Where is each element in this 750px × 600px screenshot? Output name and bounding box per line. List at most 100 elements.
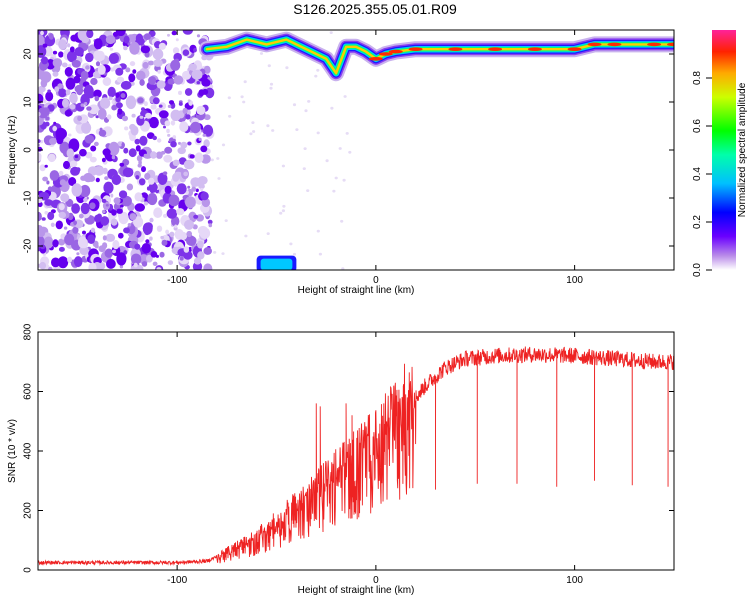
noise-blob	[119, 162, 125, 167]
noise-blob	[48, 266, 53, 270]
noise-blob	[158, 42, 166, 50]
noise-blob	[159, 251, 165, 258]
noise-blob	[89, 202, 96, 210]
noise-blob	[137, 97, 144, 104]
noise-blob	[52, 125, 57, 132]
noise-blob	[179, 121, 189, 133]
noise-speck	[292, 103, 297, 107]
noise-blob	[86, 30, 94, 39]
noise-blob	[98, 129, 107, 137]
noise-blob	[41, 217, 46, 221]
noise-blob	[102, 77, 112, 86]
noise-blob	[95, 61, 101, 67]
noise-blob	[105, 43, 109, 46]
noise-blob	[69, 160, 78, 168]
noise-speck	[329, 31, 333, 34]
noise-blob	[41, 56, 49, 65]
noise-blob	[105, 233, 116, 242]
noise-blob	[94, 214, 102, 223]
noise-blob	[104, 176, 109, 181]
noise-blob	[188, 211, 197, 223]
noise-blob	[65, 77, 76, 90]
noise-blob	[110, 218, 118, 226]
noise-blob	[52, 50, 58, 55]
noise-blob	[69, 92, 78, 104]
noise-blob	[117, 108, 123, 115]
noise-blob	[141, 261, 148, 267]
noise-blob	[152, 48, 164, 60]
noise-speck	[249, 132, 253, 136]
noise-blob	[118, 232, 124, 239]
noise-blob	[177, 147, 186, 155]
noise-blob	[141, 243, 151, 254]
noise-blob	[138, 160, 142, 165]
noise-blob	[123, 35, 130, 44]
noise-blob	[82, 230, 86, 235]
noise-blob	[85, 151, 93, 159]
noise-blob	[139, 115, 144, 119]
noise-blob	[90, 227, 96, 233]
noise-blob	[189, 154, 195, 159]
noise-blob	[163, 154, 173, 163]
noise-blob	[39, 261, 47, 270]
noise-speck	[251, 121, 255, 124]
noise-blob	[157, 69, 161, 74]
noise-blob	[168, 194, 180, 207]
noise-blob	[167, 260, 174, 265]
noise-blob	[182, 30, 193, 35]
snr-x-label: Height of straight line (km)	[298, 585, 415, 596]
noise-blob	[38, 139, 41, 144]
noise-speck	[307, 100, 311, 103]
noise-blob	[123, 147, 129, 154]
noise-blob	[40, 79, 48, 88]
noise-blob	[97, 108, 107, 120]
noise-blob	[49, 170, 60, 181]
noise-blob	[115, 96, 121, 103]
noise-blob	[69, 104, 76, 110]
noise-blob	[161, 239, 168, 246]
noise-blob	[129, 213, 137, 221]
noise-blob	[179, 231, 188, 240]
noise-blob	[123, 227, 130, 234]
noise-blob	[184, 219, 194, 230]
noise-blob	[93, 89, 102, 98]
noise-blob	[167, 104, 172, 108]
signal-peak	[488, 47, 503, 51]
noise-blob	[169, 231, 175, 238]
noise-blob	[127, 223, 132, 227]
noise-blob	[196, 105, 206, 115]
noise-blob	[186, 230, 192, 238]
noise-blob	[90, 77, 98, 86]
noise-blob	[39, 164, 46, 172]
noise-blob	[57, 256, 69, 269]
noise-blob	[170, 59, 181, 71]
noise-blob	[122, 167, 134, 178]
noise-blob	[108, 141, 120, 156]
noise-blob	[66, 50, 77, 63]
noise-blob	[70, 34, 78, 42]
noise-blob	[93, 50, 102, 61]
spectrogram-x-label: Height of straight line (km)	[298, 285, 415, 296]
spectrogram-xtick-label: -100	[167, 275, 187, 286]
signal-peak	[527, 47, 542, 51]
noise-blob	[53, 121, 57, 125]
noise-blob	[120, 93, 126, 99]
noise-blob	[71, 183, 83, 197]
noise-blob	[102, 148, 111, 157]
noise-blob	[95, 177, 100, 183]
noise-blob	[43, 46, 53, 57]
noise-blob	[110, 193, 114, 198]
signal-peak	[388, 49, 403, 54]
colorbar-gradient	[712, 30, 736, 270]
noise-speck	[289, 242, 293, 246]
noise-blob	[64, 233, 75, 246]
noise-blob	[200, 187, 204, 192]
noise-speck	[303, 147, 307, 151]
noise-blob	[148, 177, 155, 185]
noise-blob	[137, 163, 142, 168]
snr-xtick-label: 0	[373, 575, 379, 586]
noise-blob	[152, 97, 160, 105]
noise-blob	[140, 45, 151, 54]
noise-blob	[178, 141, 181, 145]
